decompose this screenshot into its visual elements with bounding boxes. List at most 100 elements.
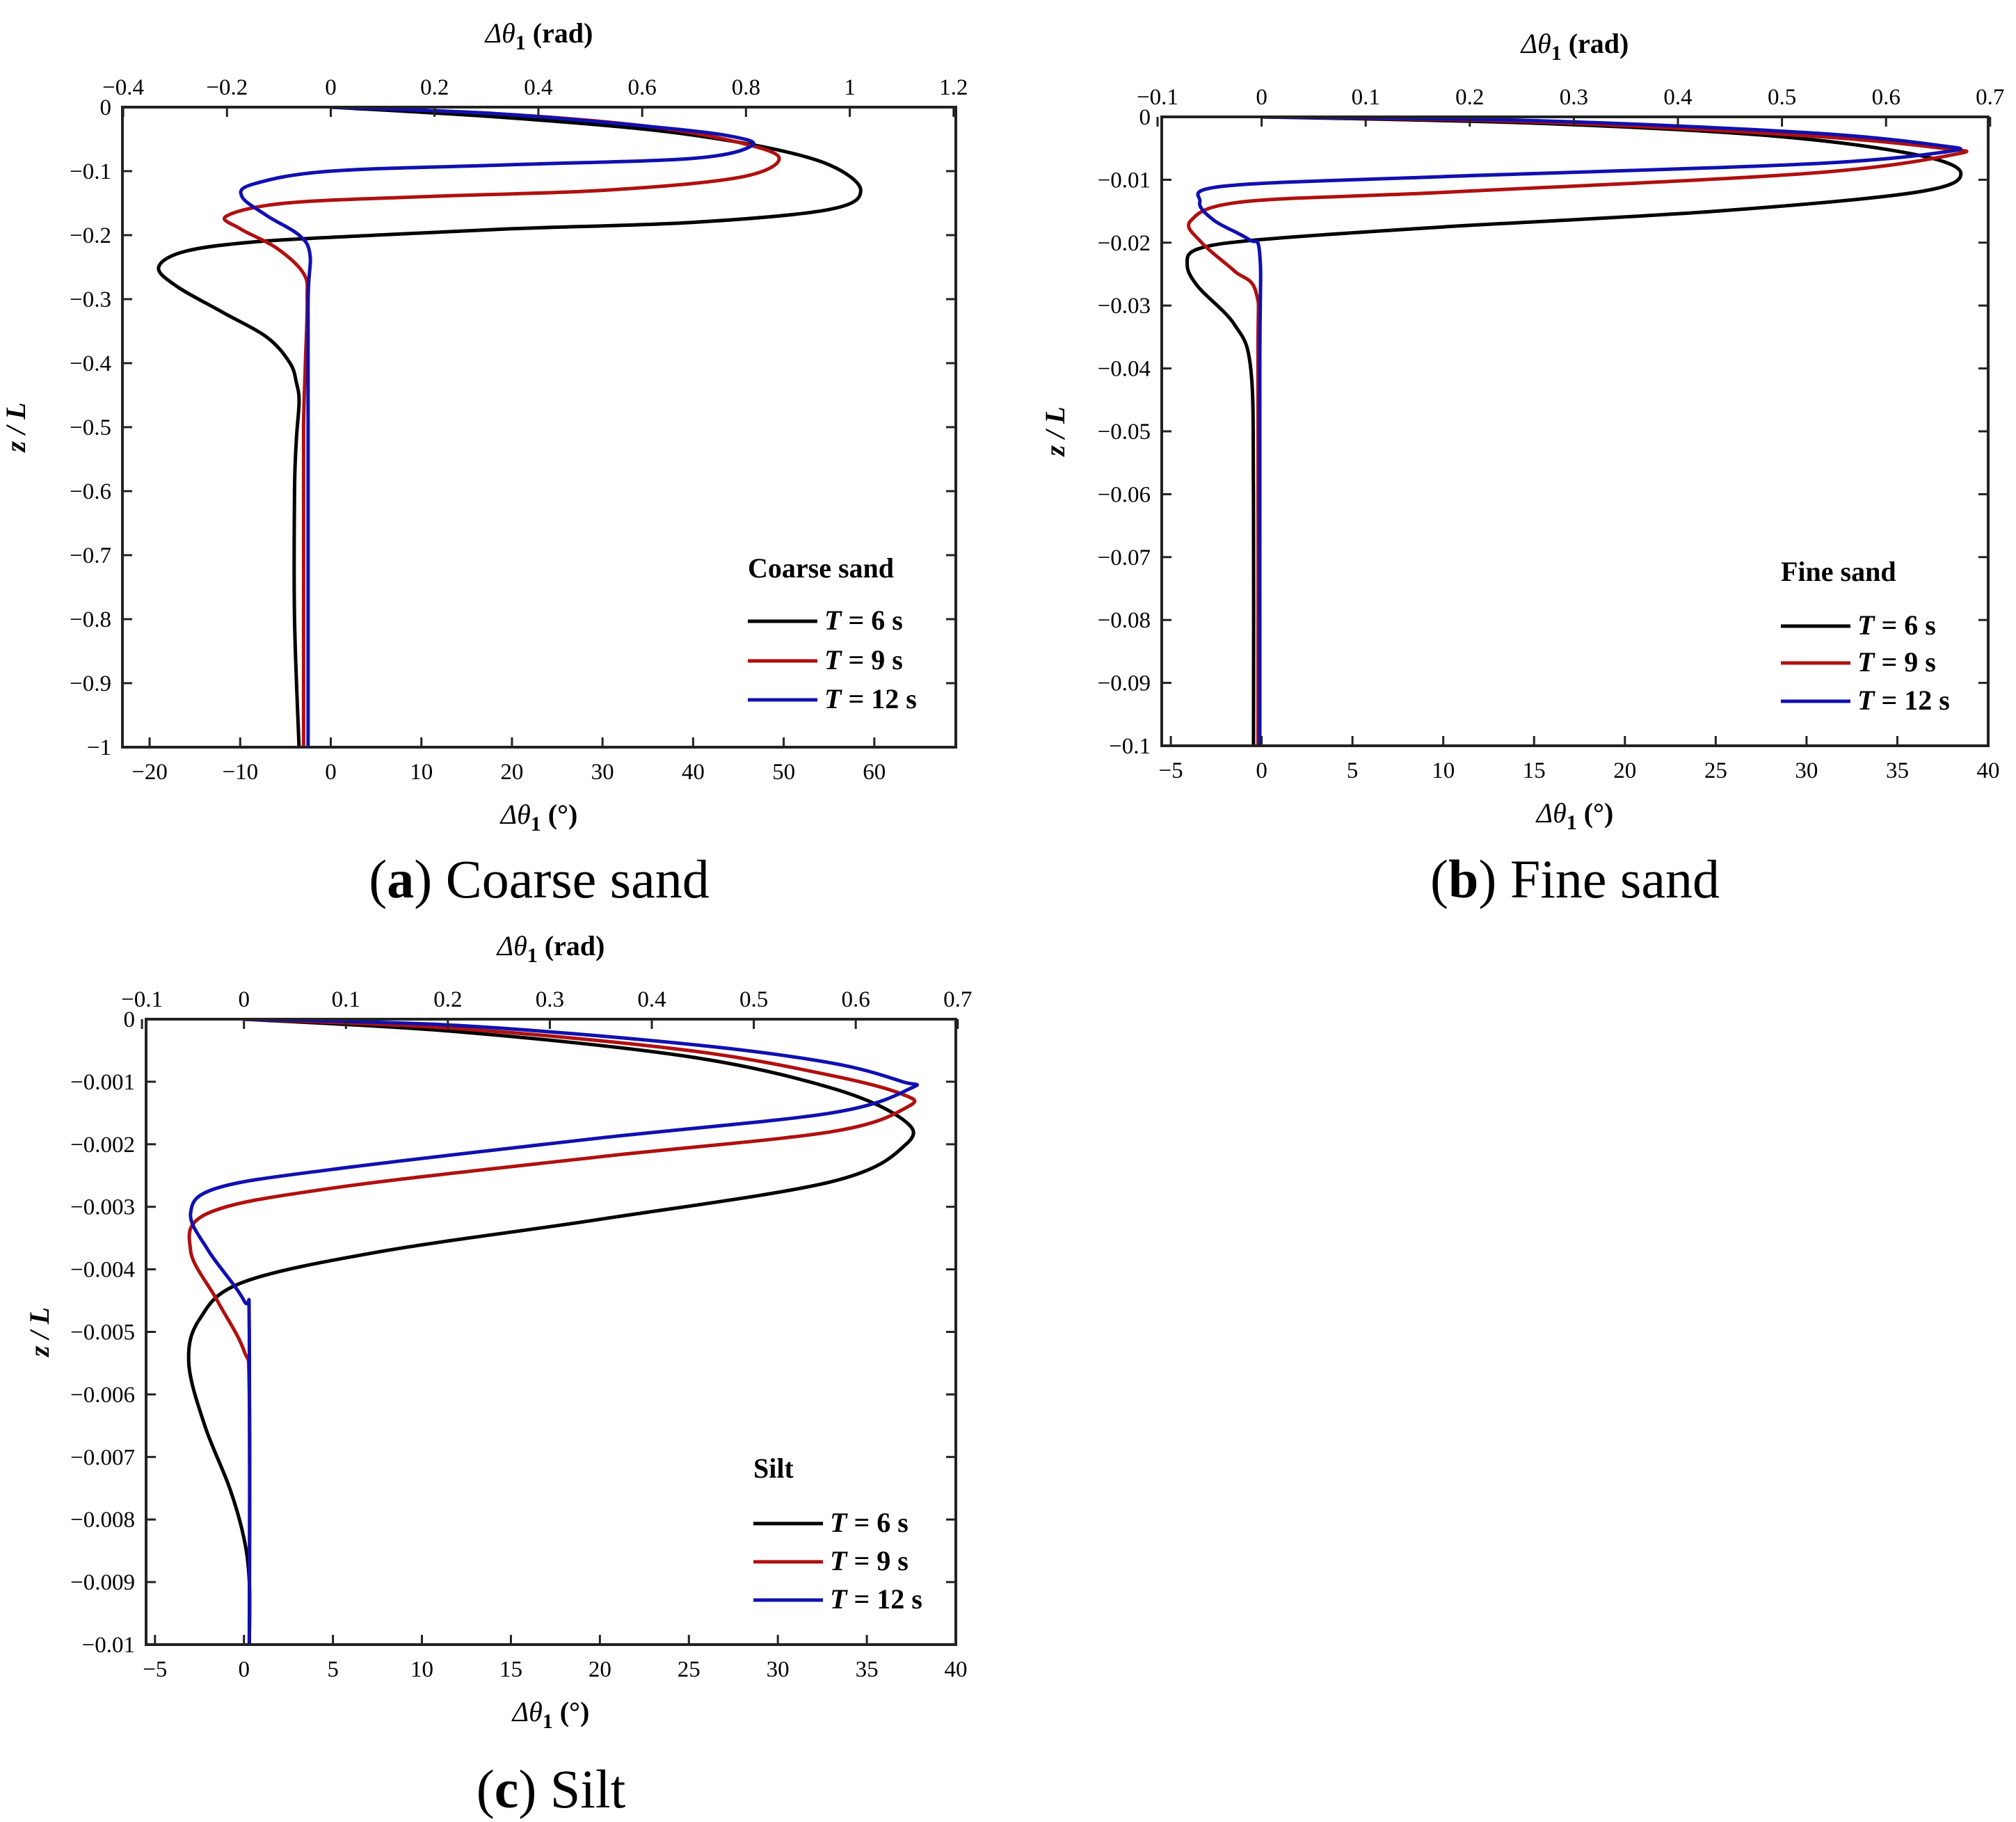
y-tick-label: 0 <box>100 95 112 120</box>
x-tick-label: 25 <box>678 1657 701 1682</box>
x2-tick-label: 0.1 <box>332 987 360 1012</box>
y-tick-label: −0.003 <box>70 1195 135 1220</box>
x2-tick-label: 0.4 <box>1663 85 1692 110</box>
legend-label-var: T <box>824 605 842 636</box>
y-tick-label: −0.7 <box>70 543 111 568</box>
legend-label-var: T <box>1857 685 1875 716</box>
x2-tick-label: 0.3 <box>536 987 564 1012</box>
y-tick-label: −0.5 <box>70 415 111 440</box>
y-tick-label: −0.05 <box>1098 419 1151 445</box>
x-tick-label: 40 <box>682 760 705 785</box>
x-tick-label: 10 <box>410 1657 433 1682</box>
x-tick-label: 5 <box>1347 758 1359 783</box>
x2-tick-label: −0.1 <box>1137 85 1178 110</box>
legend-label-t9: T = 9 s <box>1857 646 1936 678</box>
caption-text: Coarse sand <box>446 849 710 909</box>
x2-axis-title-unit: (rad) <box>526 17 593 49</box>
y-tick-label: −0.09 <box>1098 671 1151 696</box>
x-tick-label: 20 <box>589 1657 611 1682</box>
x2-tick-label: 0.5 <box>739 987 768 1012</box>
caption-letter: c <box>495 1759 519 1819</box>
legend-label-var: T <box>830 1583 848 1615</box>
x2-axis-title-main: Δθ <box>496 930 527 961</box>
x2-tick-label: 0 <box>238 987 250 1012</box>
x2-axis-title-unit: (rad) <box>1562 28 1629 59</box>
y-tick-label: −0.8 <box>70 607 111 632</box>
legend-label-rest: = 6 s <box>847 1507 908 1538</box>
x-axis-title-unit: (°) <box>1577 797 1614 829</box>
x-tick-label: 35 <box>1886 758 1909 783</box>
legend-label-var: T <box>824 683 842 714</box>
legend-title: Fine sand <box>1781 556 1896 587</box>
x-tick-label: 0 <box>238 1657 250 1682</box>
y-tick-label: −0.1 <box>70 159 111 184</box>
caption-paren-close: ) <box>1478 849 1510 909</box>
x2-tick-label: 0.4 <box>637 987 666 1012</box>
x-tick-label: 10 <box>410 760 433 785</box>
x2-tick-label: 0.6 <box>842 987 870 1012</box>
series-line-t9 <box>1187 117 1969 746</box>
y-tick-label: 0 <box>124 1007 136 1032</box>
series-line-t9 <box>187 1019 917 1645</box>
x-tick-label: 15 <box>1523 758 1546 783</box>
caption-paren-open: ( <box>369 849 387 909</box>
legend-label-rest: = 12 s <box>1874 685 1949 716</box>
y-tick-label: −0.6 <box>70 479 111 504</box>
legend-label-var: T <box>1857 609 1875 641</box>
panel-caption: (a) Coarse sand <box>369 849 710 909</box>
x2-tick-label: 0.7 <box>1976 85 2004 110</box>
x-axis-title: Δθ1 (°) <box>499 799 578 836</box>
caption-paren-close: ) <box>518 1759 550 1819</box>
x-axis-title-unit: (°) <box>541 799 578 830</box>
x2-axis-title-sub: 1 <box>1551 42 1562 65</box>
x-axis-title-unit: (°) <box>553 1696 590 1727</box>
legend-label-rest: = 9 s <box>1874 646 1935 678</box>
series-line-t12 <box>189 1019 920 1645</box>
caption-text: Silt <box>550 1759 626 1819</box>
y-tick-label: −0.1 <box>1109 734 1151 759</box>
x-tick-label: 35 <box>856 1657 879 1682</box>
y-tick-label: −0.009 <box>70 1570 135 1595</box>
x-tick-label: 30 <box>591 760 614 785</box>
x-tick-label: 5 <box>327 1657 339 1682</box>
x2-tick-label: 0.6 <box>1872 85 1901 110</box>
x2-axis-title-sub: 1 <box>515 31 526 54</box>
legend-label-rest: = 12 s <box>841 683 916 714</box>
x-tick-label: −20 <box>131 760 168 785</box>
series-line-t12 <box>239 107 755 747</box>
legend-label-rest: = 6 s <box>1874 609 1935 641</box>
x2-axis-title: Δθ1 (rad) <box>484 17 593 54</box>
x-tick-label: 25 <box>1704 758 1727 783</box>
x2-tick-label: 0 <box>325 75 337 100</box>
legend-label-t6: T = 6 s <box>830 1507 909 1538</box>
legend-label-rest: = 9 s <box>847 1545 908 1576</box>
x-axis-title-sub: 1 <box>543 1710 553 1733</box>
legend-title: Coarse sand <box>748 552 894 584</box>
x2-tick-label: 0.1 <box>1352 85 1380 110</box>
x2-tick-label: −0.2 <box>206 75 248 100</box>
x-tick-label: 20 <box>1613 758 1636 783</box>
x-tick-label: 20 <box>500 760 523 785</box>
x-axis-title-main: Δθ <box>1535 797 1567 829</box>
x2-axis-title: Δθ1 (rad) <box>496 930 605 967</box>
x-tick-label: −5 <box>1158 758 1183 783</box>
legend-title: Silt <box>753 1453 794 1484</box>
y-axis-title: z / L <box>1039 406 1071 457</box>
y-tick-label: −0.02 <box>1098 231 1151 256</box>
y-tick-label: −0.005 <box>70 1320 135 1345</box>
x2-tick-label: 0.3 <box>1560 85 1588 110</box>
x2-axis-title-sub: 1 <box>527 944 538 967</box>
x2-tick-label: 0.2 <box>420 75 449 100</box>
x2-axis-title-unit: (rad) <box>538 930 605 961</box>
legend-label-t12: T = 12 s <box>824 683 917 714</box>
y-tick-label: −0.007 <box>70 1445 135 1470</box>
y-tick-label: 0 <box>1139 105 1151 130</box>
y-tick-label: −0.001 <box>70 1070 135 1095</box>
x-tick-label: 60 <box>863 760 886 785</box>
x2-axis-title-main: Δθ <box>484 17 515 49</box>
x2-tick-label: 1 <box>844 75 856 100</box>
series-line-t6 <box>1185 117 1963 746</box>
series-line-t6 <box>186 1019 915 1645</box>
x2-tick-label: −0.1 <box>121 987 163 1012</box>
panel-caption: (b) Fine sand <box>1430 849 1720 909</box>
